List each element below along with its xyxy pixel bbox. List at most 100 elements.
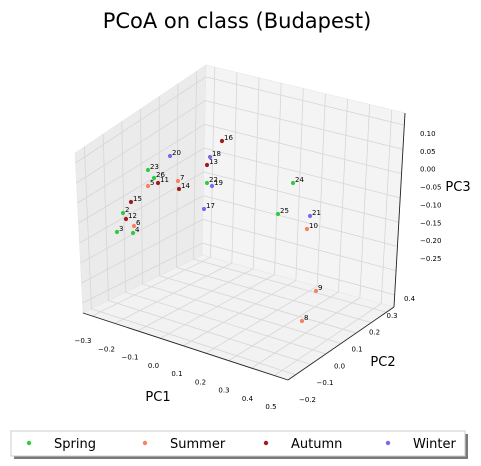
z-grid-line bbox=[204, 147, 401, 199]
chart-title: PCoA on class (Budapest) bbox=[103, 9, 372, 33]
point-24 bbox=[290, 180, 296, 186]
z-grid-line bbox=[202, 242, 395, 296]
z-grid-line bbox=[204, 123, 402, 175]
x-grid-line bbox=[295, 88, 304, 281]
x-grid-line bbox=[231, 72, 238, 264]
x-tick-label: 0.1 bbox=[171, 370, 182, 378]
z-tick-label: −0.05 bbox=[420, 184, 441, 192]
z-axis-line bbox=[393, 112, 406, 308]
point-label-13: 13 bbox=[209, 158, 218, 166]
y-grid-line bbox=[83, 146, 92, 309]
z-tick-label: 0.00 bbox=[420, 166, 436, 174]
point-8 bbox=[299, 318, 305, 324]
x-tick-label: −0.3 bbox=[75, 337, 92, 345]
x-grid-line bbox=[316, 93, 326, 287]
point-16 bbox=[219, 138, 225, 144]
grid-lines bbox=[75, 67, 405, 376]
z-axis-label: PC3 bbox=[445, 180, 470, 195]
point-5 bbox=[145, 183, 151, 189]
point-label-5: 5 bbox=[150, 179, 154, 187]
y-grid-line bbox=[159, 275, 357, 334]
point-label-11: 11 bbox=[160, 176, 169, 184]
y-tick-label: 0.1 bbox=[352, 346, 363, 354]
x-tick-label: −0.2 bbox=[98, 345, 115, 353]
point-label-21: 21 bbox=[312, 209, 321, 217]
z-tick-label: −0.25 bbox=[420, 255, 441, 263]
legend-marker-spring bbox=[26, 440, 32, 446]
legend-marker-summer bbox=[142, 440, 148, 446]
point-label-15: 15 bbox=[133, 195, 142, 203]
y-grid-line bbox=[108, 300, 311, 365]
legend-label-spring: Spring bbox=[54, 437, 96, 452]
y-axis-line bbox=[287, 306, 395, 381]
legend-marker-winter bbox=[385, 440, 391, 446]
y-tick-label: −0.2 bbox=[299, 396, 316, 404]
y-grid-line bbox=[176, 83, 179, 268]
point-label-17: 17 bbox=[206, 202, 215, 210]
point-label-24: 24 bbox=[295, 176, 304, 184]
point-18 bbox=[207, 154, 213, 160]
x-grid-line bbox=[210, 67, 216, 258]
x-tick-label: 0.2 bbox=[195, 378, 206, 386]
point-label-26: 26 bbox=[156, 171, 165, 179]
z-grid-line bbox=[81, 219, 203, 284]
point-15 bbox=[128, 199, 134, 205]
point-22 bbox=[204, 180, 210, 186]
y-grid-line bbox=[142, 283, 342, 344]
point-12 bbox=[123, 216, 129, 222]
legend: Spring Summer Autumn Winter bbox=[10, 430, 468, 459]
point-label-3: 3 bbox=[119, 225, 123, 233]
z-tick-label: −0.20 bbox=[420, 237, 441, 245]
z-tick-label: 0.10 bbox=[420, 130, 436, 138]
y-tick-label: 0.3 bbox=[387, 312, 398, 320]
y-grid-line bbox=[121, 121, 126, 293]
point-label-8: 8 bbox=[304, 314, 308, 322]
point-10 bbox=[304, 226, 310, 232]
point-23 bbox=[145, 167, 151, 173]
y-grid-line bbox=[91, 308, 296, 376]
point-label-23: 23 bbox=[150, 163, 159, 171]
z-grid-line bbox=[203, 195, 398, 247]
point-label-9: 9 bbox=[318, 284, 322, 292]
y-tick-label: 0.4 bbox=[404, 295, 416, 303]
point-21 bbox=[307, 213, 313, 219]
tick-labels: −0.3 −0.2 −0.1 0.0 0.1 0.2 0.3 0.4 0.5 −0.2 −0.1 0.… bbox=[75, 130, 442, 411]
y-grid-line bbox=[140, 108, 143, 285]
x-axis-line bbox=[82, 312, 289, 381]
point-label-22: 22 bbox=[209, 176, 218, 184]
legend-label-autumn: Autumn bbox=[291, 437, 342, 452]
legend-marker-autumn bbox=[263, 440, 269, 446]
z-grid-line bbox=[80, 195, 204, 264]
x-grid-line bbox=[380, 109, 393, 304]
y-tick-label: −0.1 bbox=[317, 379, 334, 387]
x-grid-line bbox=[274, 83, 282, 275]
point-11 bbox=[155, 180, 161, 186]
point-label-19: 19 bbox=[214, 179, 223, 187]
point-25 bbox=[275, 211, 281, 217]
point-label-7: 7 bbox=[180, 174, 184, 182]
y-grid-line bbox=[193, 71, 198, 260]
x-tick-label: 0.5 bbox=[265, 403, 276, 411]
x-tick-label: 0.4 bbox=[242, 395, 254, 403]
z-grid-line bbox=[82, 242, 203, 304]
y-grid-line bbox=[193, 258, 387, 313]
z-tick-label: 0.05 bbox=[420, 148, 436, 156]
axes-panes bbox=[74, 64, 406, 381]
z-tick-label: −0.10 bbox=[420, 201, 441, 209]
x-axis-label: PC1 bbox=[145, 390, 170, 405]
point-20 bbox=[167, 153, 173, 159]
x-tick-label: −0.1 bbox=[122, 354, 139, 362]
y-grid-line bbox=[125, 291, 326, 355]
point-19 bbox=[209, 183, 215, 189]
point-label-2: 2 bbox=[125, 206, 129, 214]
point-7 bbox=[175, 178, 181, 184]
point-label-10: 10 bbox=[309, 222, 318, 230]
point-label-18: 18 bbox=[212, 150, 221, 158]
x-grid-line bbox=[359, 104, 371, 298]
point-4 bbox=[130, 230, 136, 236]
point-label-25: 25 bbox=[280, 207, 289, 215]
point-3 bbox=[114, 229, 120, 235]
legend-label-winter: Winter bbox=[413, 437, 457, 452]
z-grid-line bbox=[203, 171, 399, 223]
